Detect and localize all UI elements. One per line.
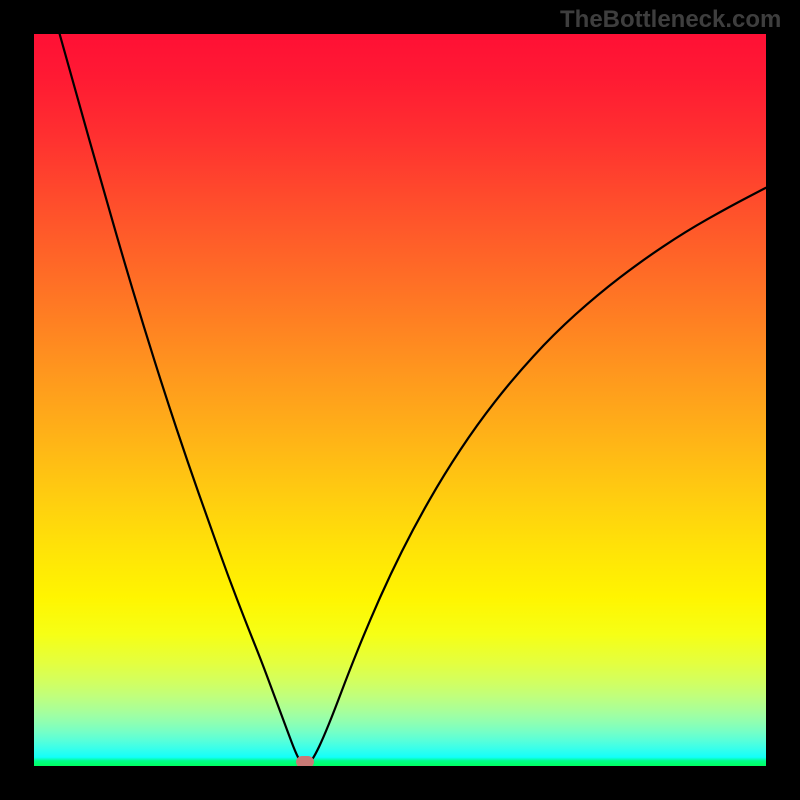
chart-frame	[34, 34, 766, 766]
curve-layer	[34, 34, 766, 766]
minimum-marker	[296, 756, 314, 766]
watermark-text: TheBottleneck.com	[560, 6, 781, 34]
bottleneck-curve-path	[60, 34, 766, 766]
plot-area	[34, 34, 766, 766]
